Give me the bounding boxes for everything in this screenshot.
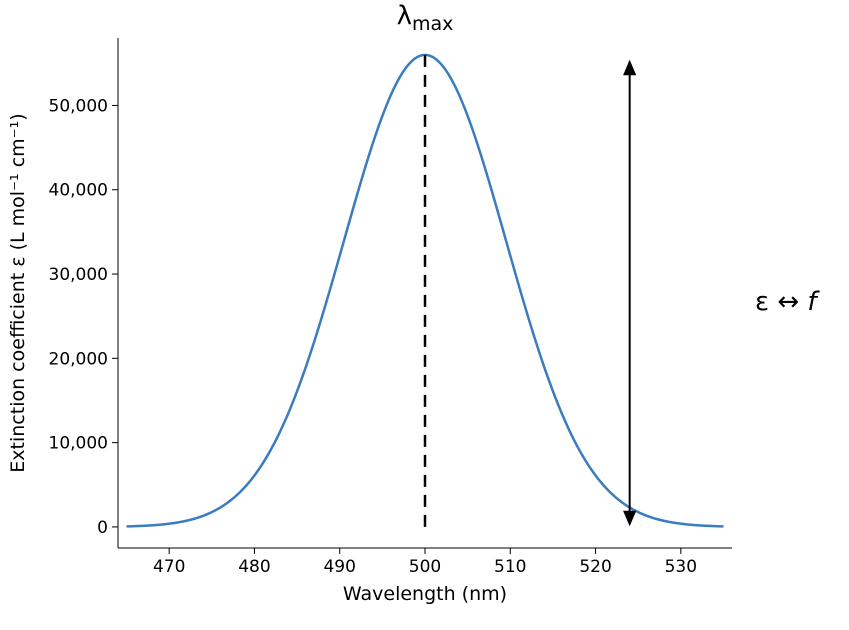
y-axis-label: Extinction coefficient ε (L mol⁻¹ cm⁻¹) xyxy=(7,113,29,472)
y-tick-label: 50,000 xyxy=(49,96,108,116)
y-tick-label: 40,000 xyxy=(49,181,108,201)
y-tick-label: 0 xyxy=(97,518,108,538)
y-tick-label: 30,000 xyxy=(49,265,108,285)
x-tick-label: 470 xyxy=(153,557,185,577)
x-tick-label: 520 xyxy=(579,557,611,577)
epsilon-f-label: ε ↔ f xyxy=(755,287,820,317)
x-tick-label: 530 xyxy=(665,557,697,577)
x-tick-label: 490 xyxy=(323,557,355,577)
extinction-spectrum-chart: 470 480 490 500 510 520 530 0 10,000 20,000 30,000… xyxy=(0,0,849,630)
x-tick-label: 480 xyxy=(238,557,270,577)
x-tick-label: 500 xyxy=(409,557,441,577)
chart-container: 470 480 490 500 510 520 530 0 10,000 20,000 30,000… xyxy=(0,0,849,630)
x-axis-label: Wavelength (nm) xyxy=(343,583,507,605)
y-tick-label: 10,000 xyxy=(49,434,108,454)
y-tick-label: 20,000 xyxy=(49,349,108,369)
x-tick-label: 510 xyxy=(494,557,526,577)
